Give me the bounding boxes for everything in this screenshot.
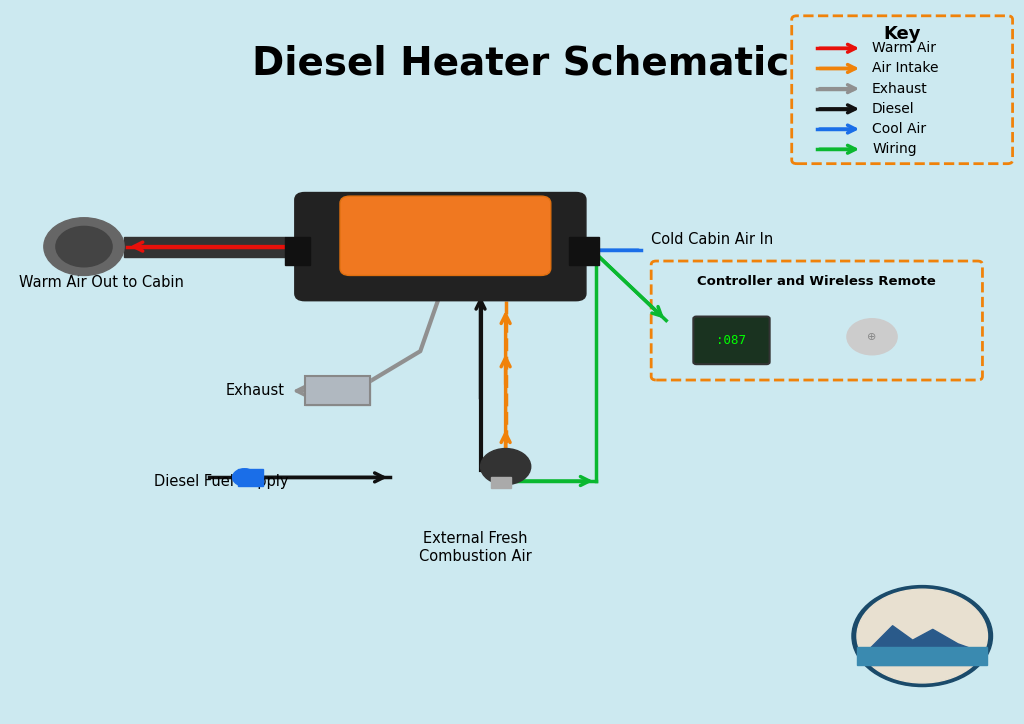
FancyBboxPatch shape	[340, 196, 551, 275]
Circle shape	[56, 227, 112, 267]
Text: Warm Air: Warm Air	[872, 41, 936, 55]
Circle shape	[232, 468, 257, 486]
Circle shape	[847, 319, 897, 355]
Text: Diesel Fuel Supply: Diesel Fuel Supply	[155, 473, 289, 489]
Bar	[305, 376, 370, 405]
FancyBboxPatch shape	[693, 316, 770, 364]
Text: Warm Air Out to Cabin: Warm Air Out to Cabin	[18, 275, 183, 290]
Text: ⊕: ⊕	[867, 332, 877, 342]
Text: Cool Air: Cool Air	[872, 122, 926, 136]
Text: Exhaust: Exhaust	[225, 383, 285, 398]
Bar	[285, 237, 310, 266]
Text: Diesel Heater Schematic: Diesel Heater Schematic	[252, 45, 790, 83]
Bar	[124, 237, 285, 258]
Text: External Fresh
Combustion Air: External Fresh Combustion Air	[419, 531, 531, 564]
Circle shape	[857, 589, 987, 683]
Bar	[490, 477, 511, 488]
Bar	[305, 376, 370, 405]
Text: GETTING LOST AGAIN: GETTING LOST AGAIN	[885, 594, 959, 599]
Bar	[238, 468, 263, 486]
Text: Diesel: Diesel	[872, 102, 914, 116]
Circle shape	[44, 218, 124, 275]
FancyBboxPatch shape	[792, 16, 1013, 164]
Text: :087: :087	[717, 334, 746, 347]
Bar	[857, 647, 987, 665]
Text: Air Intake: Air Intake	[872, 62, 939, 75]
Text: Key: Key	[884, 25, 921, 43]
Text: Cold Cabin Air In: Cold Cabin Air In	[651, 232, 773, 247]
FancyBboxPatch shape	[295, 193, 586, 300]
Text: Controller and Wireless Remote: Controller and Wireless Remote	[697, 275, 936, 288]
Text: Wiring: Wiring	[872, 142, 916, 156]
Text: Exhaust: Exhaust	[872, 82, 928, 96]
Bar	[569, 237, 599, 266]
Circle shape	[480, 449, 530, 484]
Circle shape	[852, 586, 992, 686]
FancyBboxPatch shape	[651, 261, 982, 380]
